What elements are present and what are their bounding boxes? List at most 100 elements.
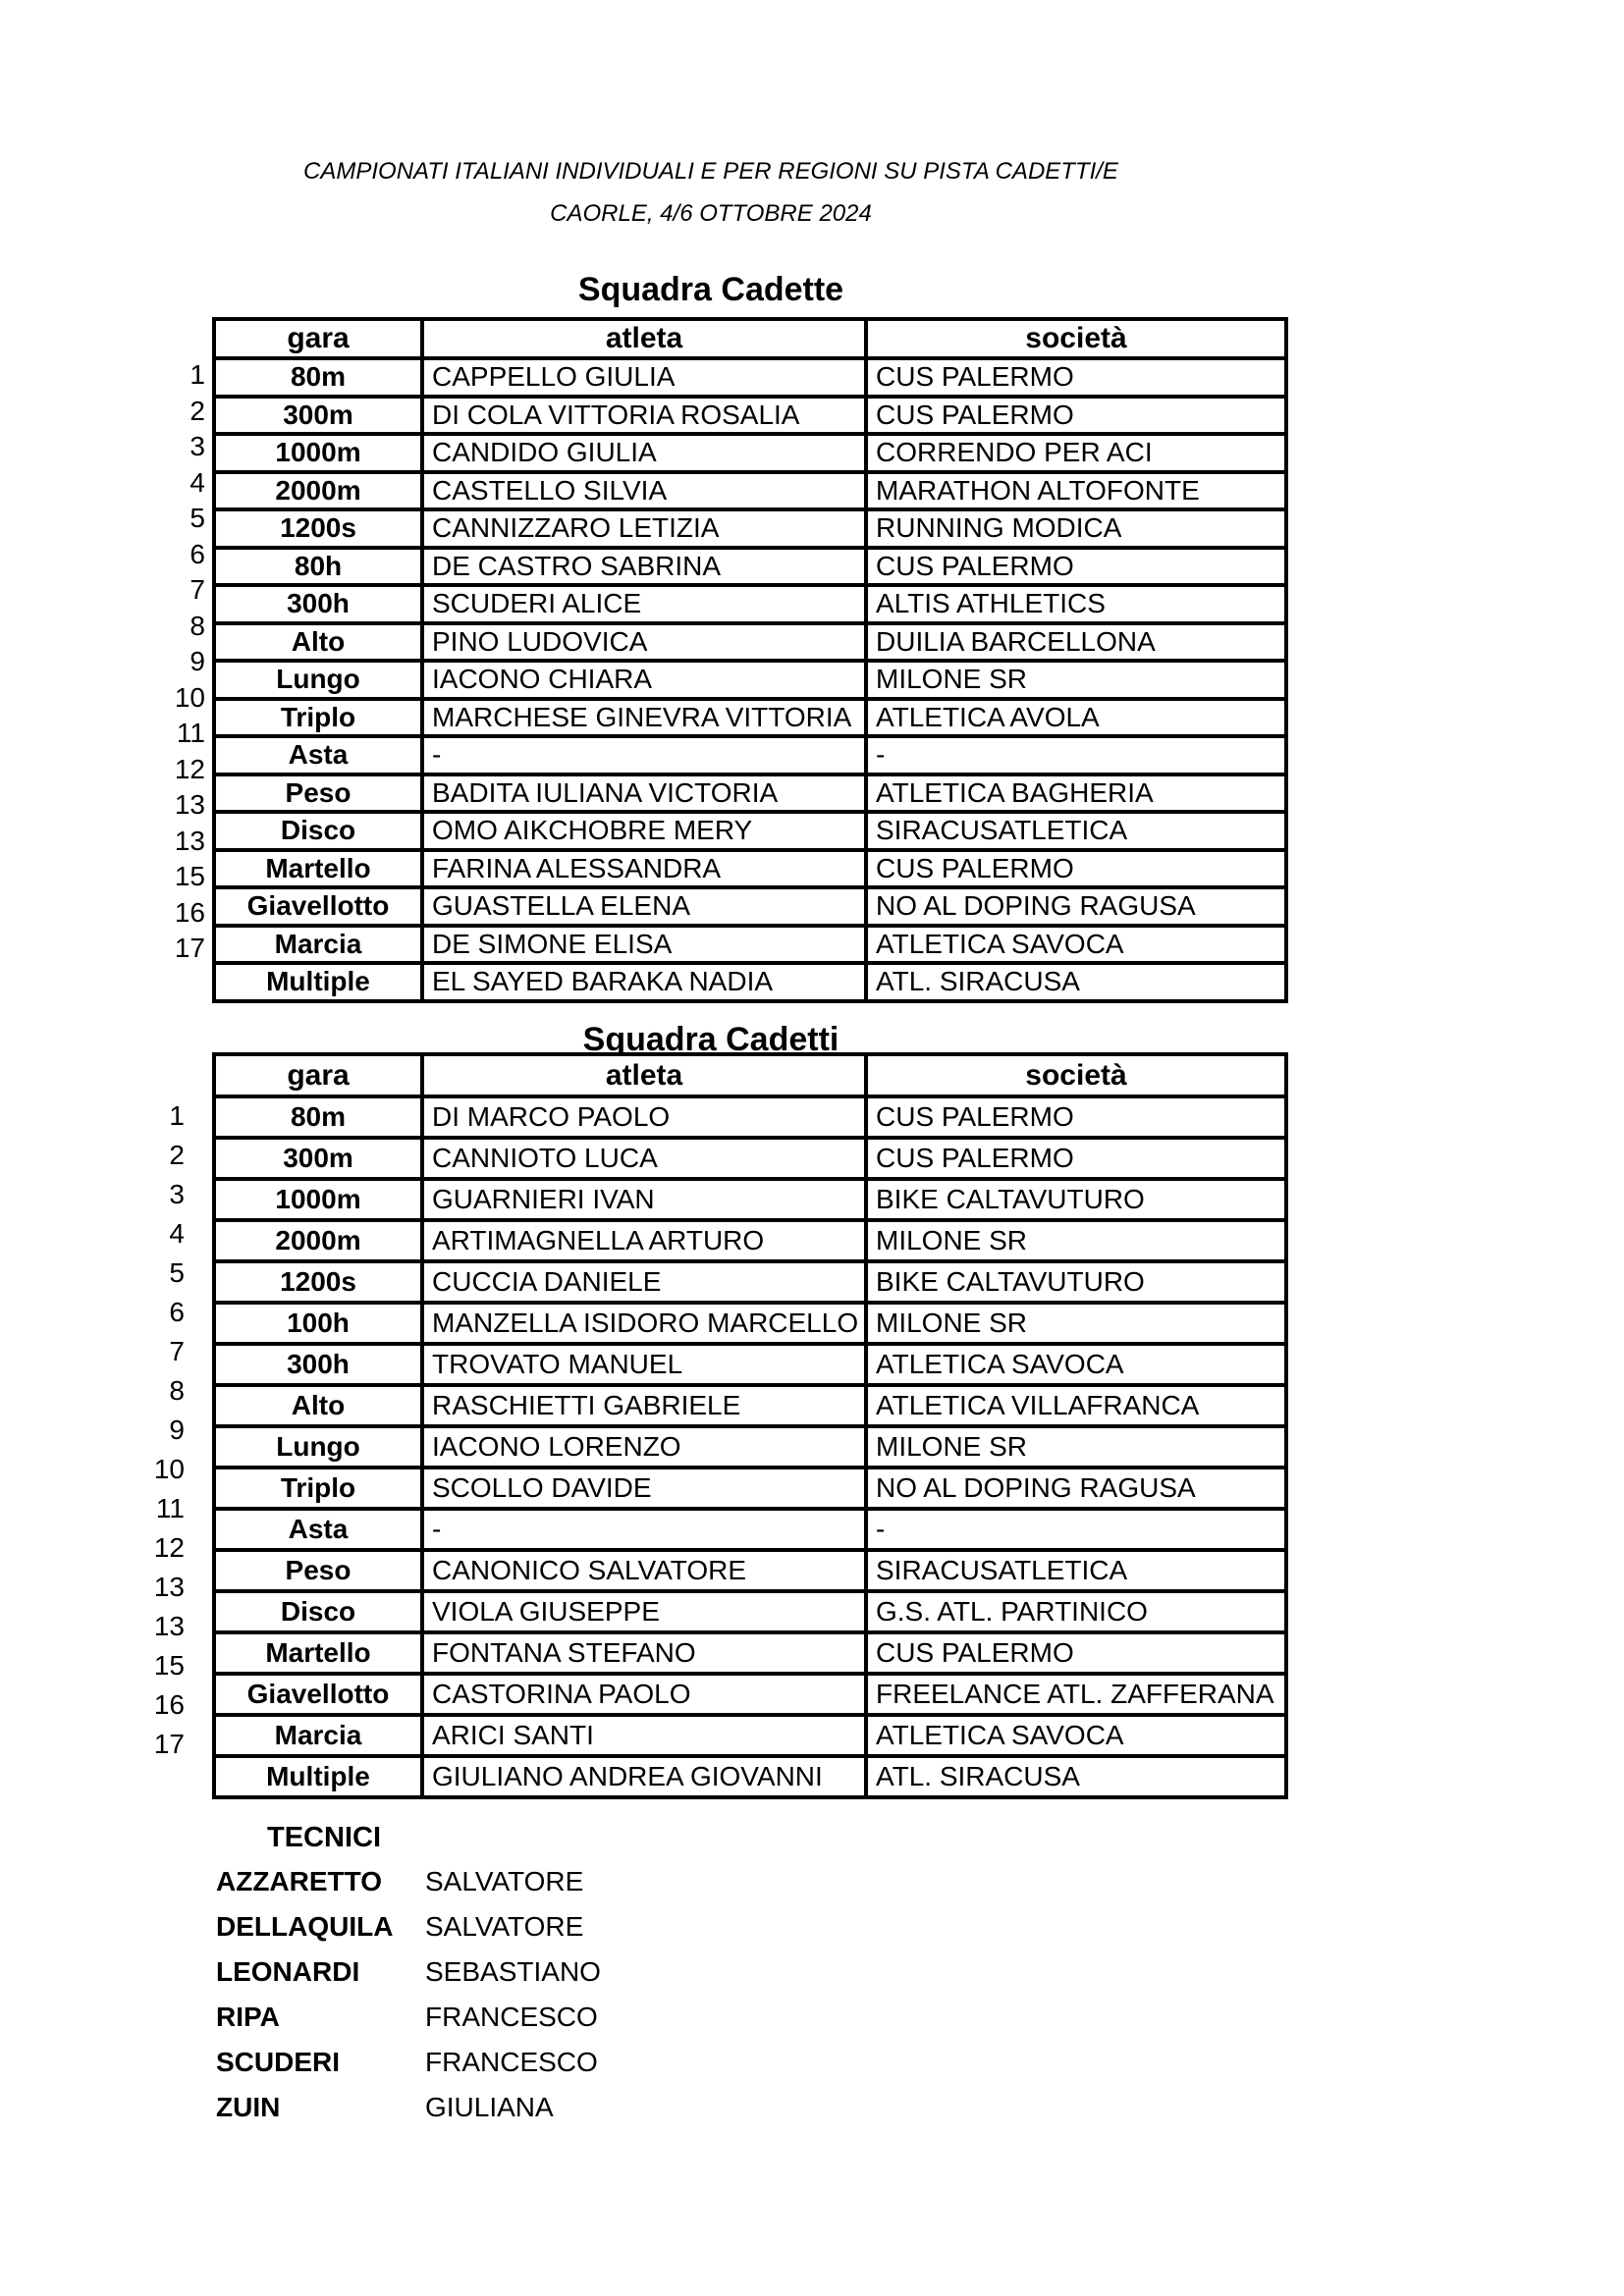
table-row: 2000m ARTIMAGNELLA ARTURO MILONE SR	[212, 1218, 1288, 1263]
cell-atleta: -	[420, 1507, 868, 1552]
cadette-section-title: Squadra Cadette	[577, 271, 844, 308]
cell-atleta: BADITA IULIANA VICTORIA	[420, 772, 868, 814]
cell-atleta: IACONO CHIARA	[420, 659, 868, 701]
table-row: Marcia DE SIMONE ELISA ATLETICA SAVOCA	[212, 923, 1288, 965]
table-row: Giavellotto GUASTELLA ELENA NO AL DOPING R…	[212, 885, 1288, 928]
cell-societa: ATLETICA SAVOCA	[864, 1713, 1288, 1758]
row-number: 4	[189, 466, 205, 498]
cell-gara: Peso	[212, 772, 424, 814]
row-number: 4	[169, 1218, 185, 1249]
row-number: 12	[153, 1532, 185, 1563]
tecnico-firstname: SALVATORE	[425, 1866, 584, 1896]
row-number: 5	[169, 1257, 185, 1288]
cell-gara: Triplo	[212, 1466, 424, 1511]
row-number: 15	[153, 1650, 185, 1681]
row-number: 9	[169, 1415, 185, 1445]
cell-gara: 80m	[212, 1095, 424, 1140]
row-number: 9	[189, 646, 205, 677]
tecnici-row: LEONARDI SEBASTIANO	[216, 1956, 601, 2002]
cell-gara: Multiple	[212, 961, 424, 1003]
cell-societa: MILONE SR	[864, 1424, 1288, 1469]
tecnici-row: SCUDERI FRANCESCO	[216, 2047, 601, 2092]
table-row: 300m CANNIOTO LUCA CUS PALERMO	[212, 1136, 1288, 1181]
row-number: 7	[189, 574, 205, 606]
table-row: 80m DI MARCO PAOLO CUS PALERMO	[212, 1095, 1288, 1140]
tecnico-firstname: GIULIANA	[425, 2092, 554, 2122]
cell-gara: 1000m	[212, 432, 424, 474]
cell-societa: ATLETICA VILLAFRANCA	[864, 1383, 1288, 1428]
cell-societa: ATLETICA BAGHERIA	[864, 772, 1288, 814]
cell-gara: Lungo	[212, 1424, 424, 1469]
cell-societa: SIRACUSATLETICA	[864, 1548, 1288, 1593]
table-row: 1000m CANDIDO GIULIA CORRENDO PER ACI	[212, 432, 1288, 474]
cell-gara: 1000m	[212, 1177, 424, 1222]
cell-societa: BIKE CALTAVUTURO	[864, 1177, 1288, 1222]
cell-atleta: DE SIMONE ELISA	[420, 923, 868, 965]
tecnico-surname: SCUDERI	[216, 2047, 341, 2077]
cell-societa: ATL. SIRACUSA	[864, 1754, 1288, 1799]
row-number: 17	[174, 933, 205, 964]
row-numbers-header-spacer	[138, 1052, 212, 1096]
cell-societa: -	[864, 734, 1288, 776]
table-row: Giavellotto CASTORINA PAOLO FREELANCE ATL.…	[212, 1672, 1288, 1717]
cell-atleta: FARINA ALESSANDRA	[420, 847, 868, 889]
row-number: 13	[174, 789, 205, 821]
cell-gara: Martello	[212, 847, 424, 889]
cell-gara: Alto	[212, 620, 424, 663]
cell-societa: DUILIA BARCELLONA	[864, 620, 1288, 663]
cell-atleta: DI COLA VITTORIA ROSALIA	[420, 394, 868, 436]
header-societa: società	[864, 317, 1288, 360]
table-row: Martello FONTANA STEFANO CUS PALERMO	[212, 1630, 1288, 1676]
table-row: 300m DI COLA VITTORIA ROSALIA CUS PALERMO	[212, 394, 1288, 436]
cell-gara: Martello	[212, 1630, 424, 1676]
table-row: 300h TROVATO MANUEL ATLETICA SAVOCA	[212, 1342, 1288, 1387]
cell-gara: 2000m	[212, 1218, 424, 1263]
cell-gara: Lungo	[212, 659, 424, 701]
header-row: gara atleta società	[212, 317, 1288, 360]
cell-atleta: GIULIANO ANDREA GIOVANNI	[420, 1754, 868, 1799]
header-gara: gara	[212, 1052, 424, 1098]
cell-societa: G.S. ATL. PARTINICO	[864, 1589, 1288, 1634]
tecnici-row: AZZARETTO SALVATORE	[216, 1866, 601, 1911]
cadetti-table-body: 80m DI MARCO PAOLO CUS PALERMO 300m CANNIOTO…	[212, 1095, 1288, 1799]
table-row: Multiple GIULIANO ANDREA GIOVANNI ATL. SIR…	[212, 1754, 1288, 1799]
cell-gara: 80h	[212, 545, 424, 587]
table-row: Asta - -	[212, 734, 1288, 776]
tecnico-surname: AZZARETTO	[216, 1866, 383, 1896]
cell-gara: Marcia	[212, 923, 424, 965]
cell-atleta: RASCHIETTI GABRIELE	[420, 1383, 868, 1428]
cell-societa: MILONE SR	[864, 1218, 1288, 1263]
cell-societa: ATLETICA SAVOCA	[864, 1342, 1288, 1387]
cell-atleta: CASTELLO SILVIA	[420, 469, 868, 511]
cell-atleta: GUASTELLA ELENA	[420, 885, 868, 928]
table-row: Lungo IACONO LORENZO MILONE SR	[212, 1424, 1288, 1469]
tecnico-surname: ZUIN	[216, 2092, 281, 2122]
tecnico-surname: DELLAQUILA	[216, 1911, 394, 1942]
row-number: 13	[153, 1611, 185, 1641]
cell-societa: CUS PALERMO	[864, 1136, 1288, 1181]
row-number: 1	[169, 1100, 185, 1131]
cell-societa: MILONE SR	[864, 1301, 1288, 1346]
cell-societa: SIRACUSATLETICA	[864, 810, 1288, 852]
cell-gara: Giavellotto	[212, 885, 424, 928]
table-row: 300h SCUDERI ALICE ALTIS ATHLETICS	[212, 583, 1288, 625]
row-number: 2	[189, 395, 205, 426]
tecnico-firstname: SALVATORE	[425, 1911, 584, 1942]
table-row: Alto PINO LUDOVICA DUILIA BARCELLONA	[212, 620, 1288, 663]
cell-societa: -	[864, 1507, 1288, 1552]
cell-gara: 300h	[212, 1342, 424, 1387]
cell-societa: CUS PALERMO	[864, 847, 1288, 889]
cell-atleta: MANZELLA ISIDORO MARCELLO	[420, 1301, 868, 1346]
cell-societa: BIKE CALTAVUTURO	[864, 1259, 1288, 1305]
row-number: 6	[189, 538, 205, 569]
cell-atleta: CUCCIA DANIELE	[420, 1259, 868, 1305]
cell-gara: 100h	[212, 1301, 424, 1346]
tecnici-row: RIPA FRANCESCO	[216, 2002, 601, 2047]
cell-gara: Giavellotto	[212, 1672, 424, 1717]
table-row: 80m CAPPELLO GIULIA CUS PALERMO	[212, 356, 1288, 399]
cell-societa: ATLETICA AVOLA	[864, 696, 1288, 738]
cell-gara: 300m	[212, 394, 424, 436]
row-number: 8	[169, 1375, 185, 1406]
cell-atleta: EL SAYED BARAKA NADIA	[420, 961, 868, 1003]
row-number: 6	[169, 1297, 185, 1327]
